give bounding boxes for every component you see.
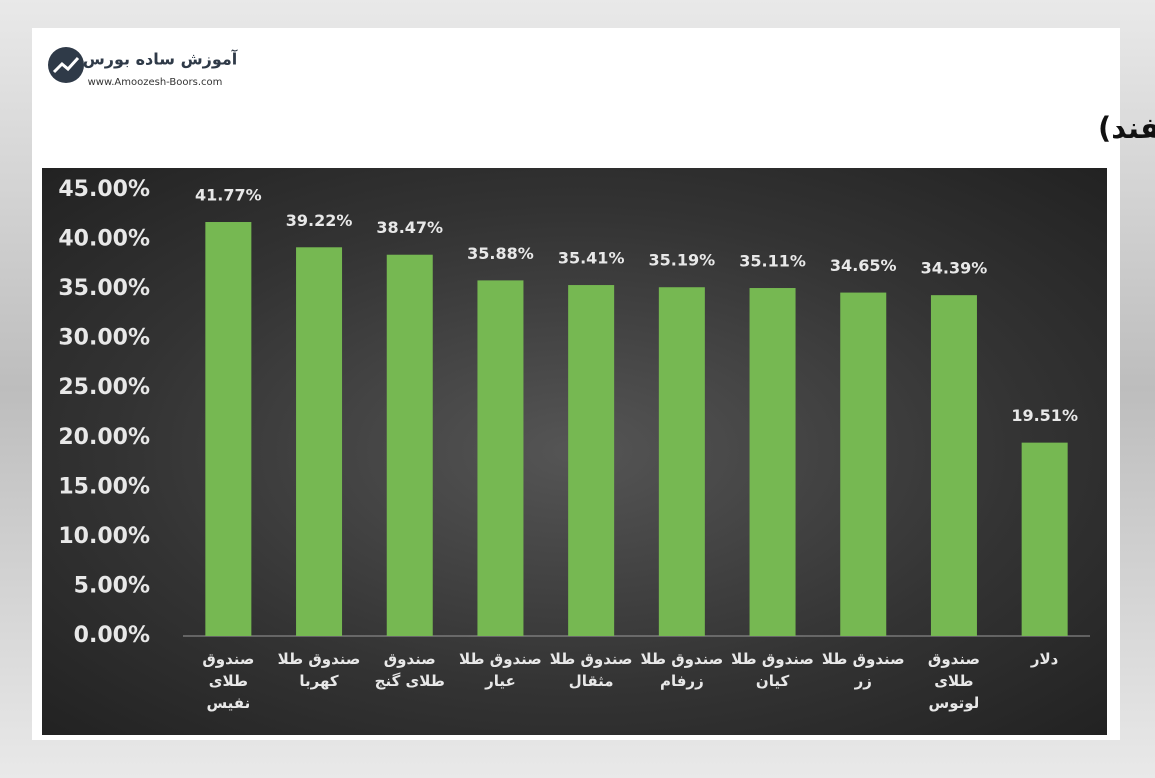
x-tick-label: صندوق طلای لوتوس <box>927 650 980 712</box>
y-tick-label: 30.00% <box>58 326 150 351</box>
data-label: 35.11% <box>739 252 806 271</box>
y-tick-label: 0.00% <box>74 623 150 648</box>
data-label: 19.51% <box>1011 406 1078 425</box>
data-label: 35.88% <box>467 244 534 263</box>
x-tick-label: صندوق طلا مثقال <box>549 650 633 690</box>
y-tick-label: 5.00% <box>74 573 150 598</box>
x-tick-label: صندوق طلا زر <box>821 650 905 690</box>
bar <box>205 222 252 637</box>
y-tick-label: 20.00% <box>58 425 150 450</box>
data-label: 34.65% <box>830 256 897 275</box>
bar <box>658 287 705 636</box>
logo-name: آموزش ساده بورس <box>83 49 238 69</box>
y-tick-label: 10.00% <box>58 524 150 549</box>
y-tick-label: 35.00% <box>58 276 150 301</box>
bar <box>930 295 977 636</box>
data-label: 38.47% <box>376 218 443 237</box>
logo-icon <box>48 47 84 83</box>
y-tick-label: 15.00% <box>58 474 150 499</box>
x-tick-label: دلار <box>1030 650 1059 668</box>
bar <box>386 254 433 637</box>
data-label: 39.22% <box>286 211 353 230</box>
bar <box>296 247 343 636</box>
data-label: 35.19% <box>649 251 716 270</box>
logo-url: www.Amoozesh-Boors.com <box>88 77 223 88</box>
logo-arrow <box>52 56 80 74</box>
y-tick-label: 40.00% <box>58 227 150 252</box>
x-tick-label: صندوق طلا عیار <box>459 650 542 690</box>
data-label: 35.41% <box>558 249 625 268</box>
bar <box>1021 442 1068 636</box>
bar <box>749 288 796 636</box>
chart-title: مقایسه بازدهی صندوق طلا و دلار در سال ۱۴… <box>1098 111 1155 145</box>
y-tick-label: 25.00% <box>58 375 150 400</box>
data-label: 41.77% <box>195 186 262 205</box>
bar <box>477 280 524 636</box>
x-tick-label: صندوق طلا زرفام <box>640 650 724 690</box>
x-tick-label: صندوق طلا کیان <box>731 650 814 690</box>
data-label: 34.39% <box>921 259 988 278</box>
x-tick-label: صندوق طلای نفیس <box>202 650 255 712</box>
bar <box>568 285 615 636</box>
x-tick-label: صندوق طلای گنج <box>374 650 445 690</box>
x-tick-label: صندوق طلا کهربا <box>277 650 361 690</box>
bar <box>840 292 887 636</box>
y-tick-label: 45.00% <box>58 177 150 202</box>
